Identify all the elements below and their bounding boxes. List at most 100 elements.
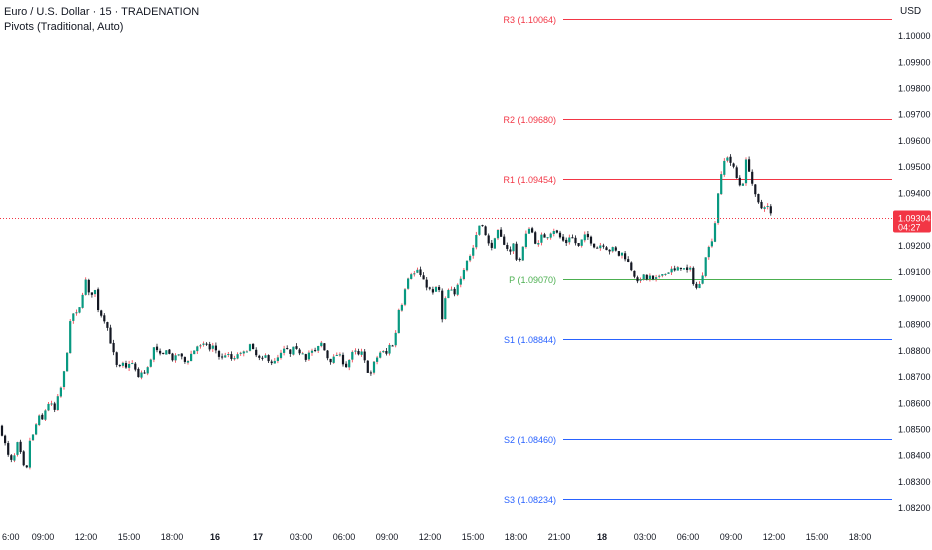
candle-body — [190, 353, 193, 362]
time-tick-14: 18 — [597, 532, 607, 542]
price-tick-5: 1.09500 — [898, 162, 931, 172]
candle-body — [413, 273, 416, 275]
candle-body — [546, 237, 549, 239]
candle-body — [335, 354, 338, 356]
candle — [84, 277, 87, 296]
candle-body — [636, 277, 639, 282]
candle-body — [286, 348, 289, 350]
candle — [264, 353, 267, 359]
candle-body — [720, 174, 723, 195]
candle — [239, 351, 242, 356]
candle-body — [53, 403, 56, 410]
candle-body — [121, 362, 124, 366]
symbol-title[interactable]: Euro / U.S. Dollar · 15 · TRADENATION — [4, 6, 200, 18]
candle — [403, 288, 407, 307]
candle — [614, 246, 617, 252]
candle — [19, 439, 22, 454]
candle-body — [425, 279, 428, 288]
candle-body — [44, 410, 47, 420]
candle-body — [193, 350, 196, 355]
time-tick-9: 09:00 — [376, 532, 399, 542]
candle-body — [403, 289, 407, 305]
currency-label[interactable]: USD — [900, 6, 922, 17]
candle-body — [707, 246, 710, 258]
time-tick-2: 12:00 — [75, 532, 98, 542]
candle-body — [524, 233, 527, 247]
price-tick-12: 1.08700 — [898, 372, 931, 382]
candle-body — [360, 351, 363, 355]
candle-body — [521, 246, 524, 261]
candle-body — [221, 356, 224, 358]
candle-body — [698, 283, 701, 289]
candle-body — [171, 353, 174, 361]
candle-body — [152, 347, 155, 360]
candle-body — [527, 228, 531, 234]
candle-body — [475, 235, 478, 248]
candle — [589, 235, 593, 246]
candle — [245, 350, 248, 353]
candle — [450, 286, 453, 291]
candle-body — [385, 350, 388, 354]
candle — [214, 342, 217, 354]
candle — [689, 265, 692, 272]
candle — [227, 351, 230, 358]
candle-body — [645, 274, 648, 280]
candle — [757, 193, 760, 204]
candle-body — [341, 354, 345, 365]
candle-body — [214, 345, 217, 351]
price-tick-11: 1.08800 — [898, 346, 931, 356]
candle — [190, 350, 193, 362]
candle — [242, 350, 245, 357]
candle-body — [518, 258, 521, 260]
candle — [47, 401, 50, 412]
candle — [41, 413, 44, 420]
candle — [372, 361, 376, 375]
candle — [602, 243, 605, 249]
candle — [379, 351, 382, 359]
candle-body — [472, 247, 475, 256]
candle — [453, 287, 456, 297]
candle — [143, 370, 146, 374]
candle — [546, 237, 549, 240]
candle — [754, 184, 757, 197]
candle-body — [506, 244, 509, 249]
candle — [112, 339, 115, 356]
candle-body — [710, 241, 713, 247]
candle-body — [599, 245, 602, 249]
candle-body — [617, 251, 620, 256]
candle-body — [391, 345, 394, 347]
candle-body — [348, 359, 351, 368]
candle-body — [701, 275, 704, 284]
candle-body — [611, 247, 614, 252]
candle-body — [676, 267, 679, 271]
candle — [438, 285, 441, 293]
candle-body — [552, 230, 555, 235]
candle — [221, 353, 224, 360]
candle-body — [766, 205, 769, 207]
candle — [692, 266, 695, 286]
candle-body — [760, 201, 763, 209]
time-tick-10: 12:00 — [419, 532, 442, 542]
candle — [385, 348, 388, 356]
candle — [493, 237, 496, 249]
candle — [428, 286, 431, 291]
time-tick-19: 15:00 — [806, 532, 829, 542]
candle — [171, 352, 174, 362]
candle — [562, 234, 565, 242]
candle-body — [465, 260, 469, 271]
candle-body — [81, 294, 84, 308]
candle-body — [496, 229, 500, 239]
candle — [434, 286, 438, 292]
candle — [769, 204, 772, 216]
candle — [267, 354, 270, 363]
candle — [751, 169, 754, 186]
candle — [165, 349, 168, 355]
candle-body — [453, 288, 456, 295]
indicator-label[interactable]: Pivots (Traditional, Auto) — [4, 21, 124, 33]
candle-body — [661, 274, 664, 276]
candle — [580, 239, 583, 248]
candle — [121, 361, 124, 368]
candle-body — [87, 279, 90, 293]
